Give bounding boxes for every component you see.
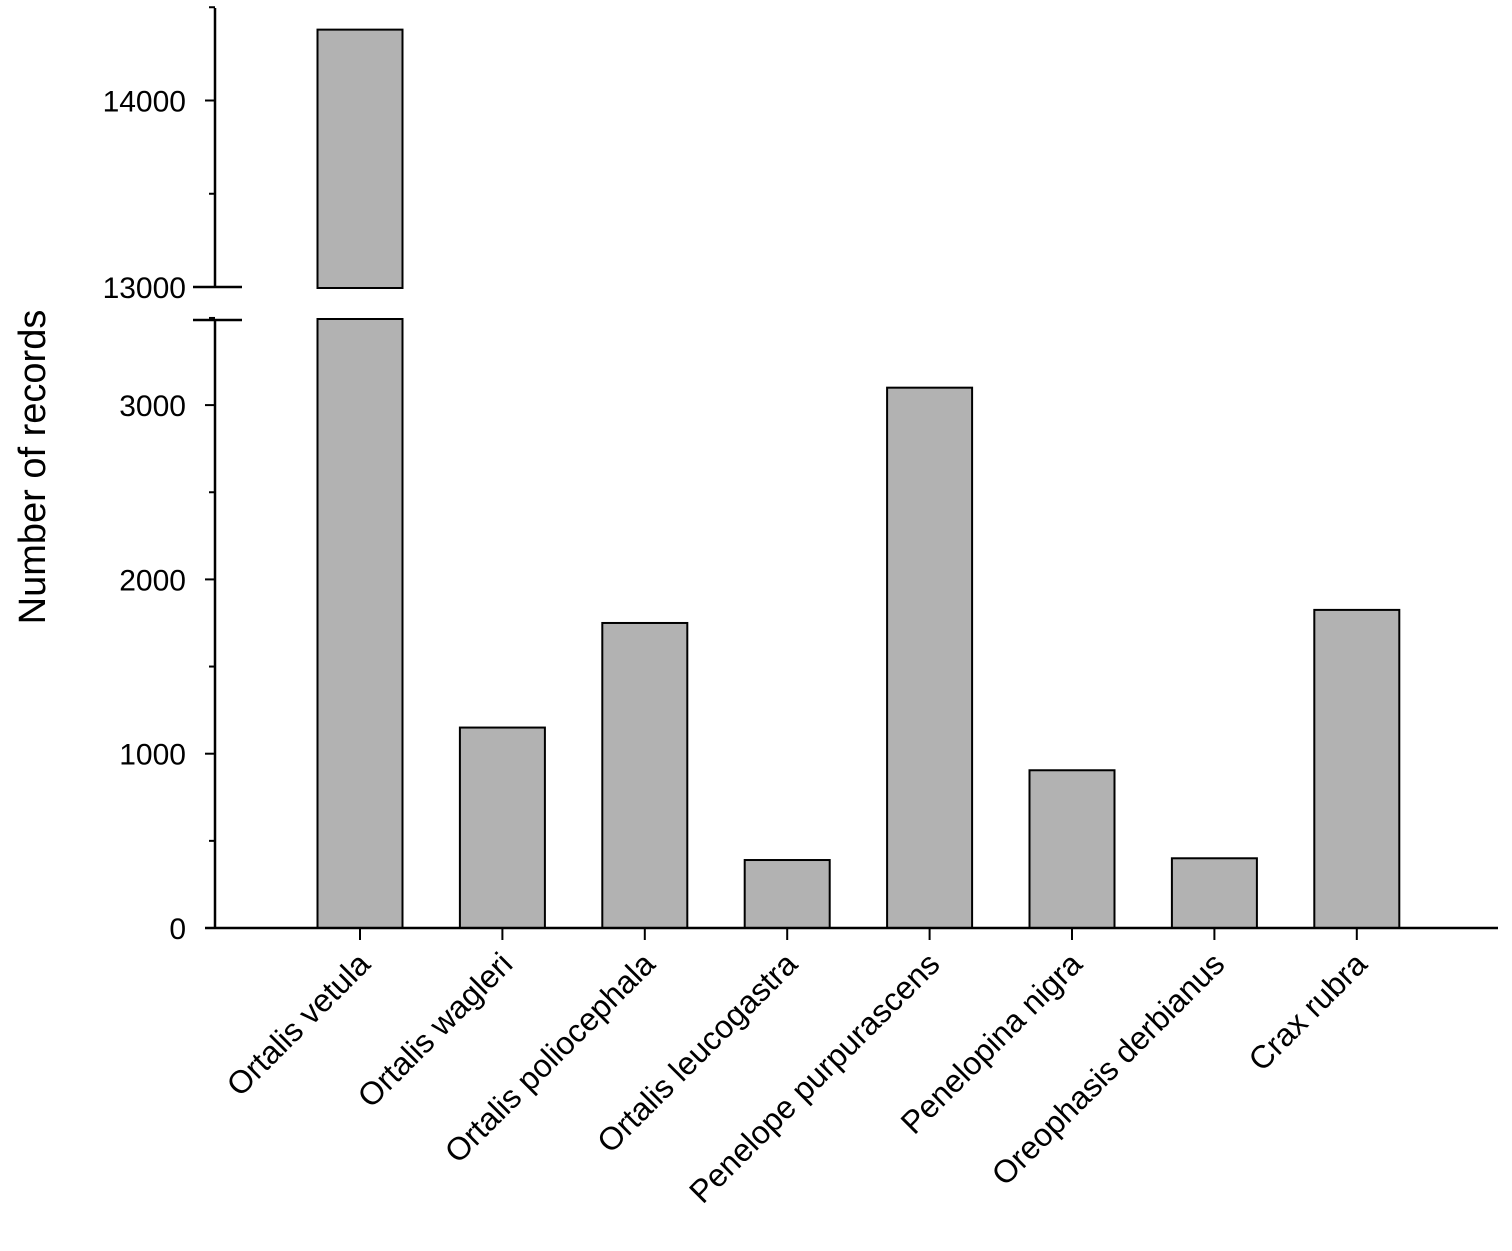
- bar-2: [458, 726, 546, 929]
- bars-layer: [316, 28, 1401, 930]
- bar-5: [886, 386, 974, 930]
- y-tick-label-13000: 13000: [103, 272, 186, 305]
- bar-3: [601, 621, 689, 929]
- x-tick-label-1: Ortalis vetula: [219, 945, 377, 1103]
- bar-8: [1313, 608, 1401, 930]
- x-tick-label-5: Penelope purpurascens: [682, 945, 946, 1209]
- bar-4: [743, 859, 831, 930]
- y-tick-label-2000: 2000: [119, 564, 186, 597]
- y-axis-title: Number of records: [12, 310, 54, 625]
- axes-layer: [193, 6, 1498, 940]
- x-tick-label-7: Oreophasis derbianus: [985, 945, 1232, 1192]
- bar-1-upper: [316, 28, 404, 289]
- bar-7: [1170, 857, 1258, 930]
- y-tick-label-0: 0: [169, 913, 186, 946]
- bar-6: [1028, 769, 1116, 929]
- bar-1-lower: [316, 318, 404, 929]
- x-tick-label-8: Crax rubra: [1241, 945, 1373, 1077]
- y-tick-label-3000: 3000: [119, 390, 186, 423]
- y-tick-label-1000: 1000: [119, 739, 186, 772]
- y-tick-label-14000: 14000: [103, 86, 186, 119]
